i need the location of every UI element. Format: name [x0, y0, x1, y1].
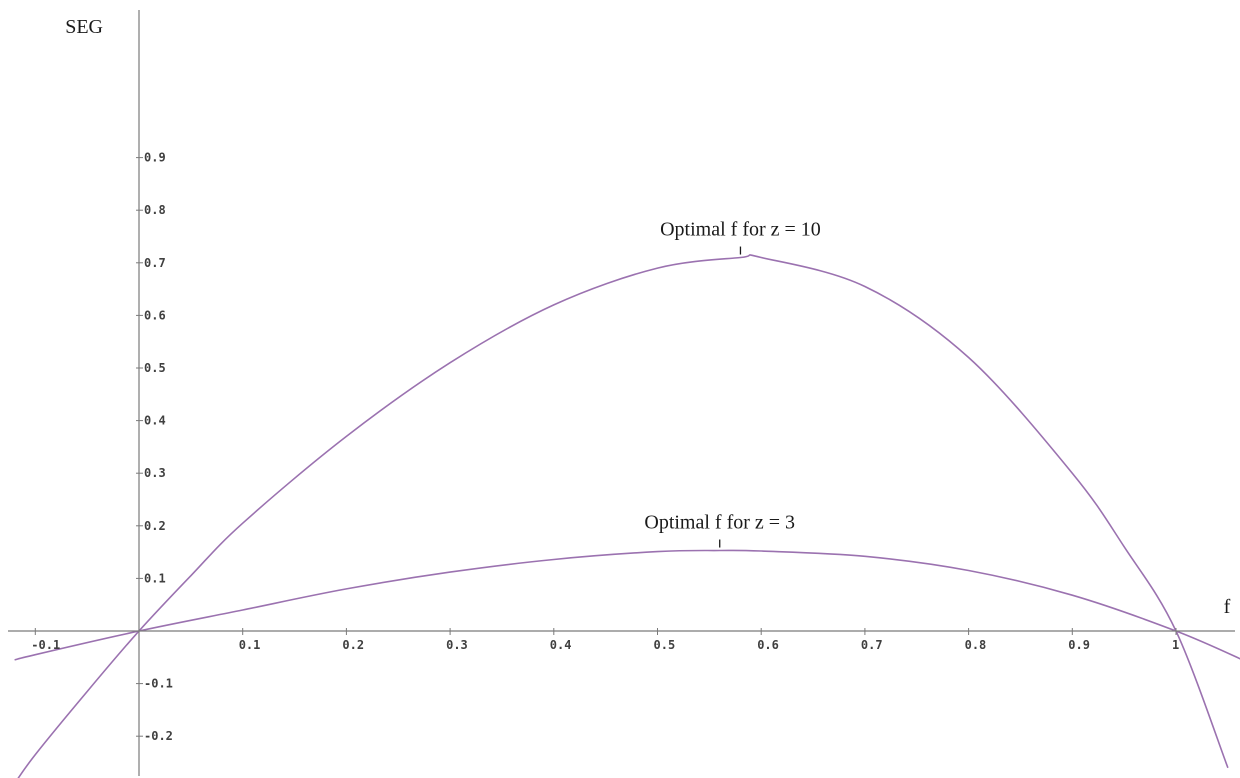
- series-line-z10: [17, 254, 1229, 778]
- optimal-f-annotation: Optimal f for z = 10: [660, 219, 821, 241]
- y-tick-label: 0.8: [144, 203, 166, 217]
- x-axis-title: f: [1224, 596, 1231, 618]
- y-tick-label: 0.3: [144, 466, 166, 480]
- y-tick-label: 0.6: [144, 308, 166, 322]
- y-tick-label: 0.5: [144, 361, 166, 375]
- series-line-z3: [14, 549, 1240, 661]
- ticks: -0.1 0.1 0.2 0.3 0.4 0.5 0.6 0.7 0.8 0.9 1 0.9 0.8 0.…: [31, 151, 1179, 744]
- x-tick-label: 0.8: [965, 638, 987, 652]
- y-tick-label: 0.4: [144, 414, 166, 428]
- x-tick-label: 0.2: [342, 638, 364, 652]
- y-tick-label: -0.2: [144, 729, 173, 743]
- x-tick-label: 1: [1172, 638, 1179, 652]
- annotations: Optimal f for z = 10 Optimal f for z = 3: [644, 219, 821, 548]
- x-tick-label: 0.9: [1068, 638, 1090, 652]
- x-tick-label: 0.5: [654, 638, 676, 652]
- x-tick-label: 0.7: [861, 638, 883, 652]
- y-tick-label: 0.9: [144, 151, 166, 165]
- x-tick-label: -0.1: [31, 638, 60, 652]
- x-tick-label: 0.6: [757, 638, 779, 652]
- axes: [8, 10, 1235, 776]
- y-tick-label: -0.1: [144, 677, 173, 691]
- y-tick-label: 0.1: [144, 571, 166, 585]
- y-axis-title: SEG: [65, 16, 103, 38]
- x-tick-label: 0.1: [239, 638, 261, 652]
- y-tick-label: 0.2: [144, 519, 166, 533]
- curves: [14, 254, 1240, 778]
- x-tick-label: 0.4: [550, 638, 572, 652]
- x-tick-label: 0.3: [446, 638, 468, 652]
- optimal-f-annotation: Optimal f for z = 3: [644, 512, 795, 534]
- y-tick-label: 0.7: [144, 256, 166, 270]
